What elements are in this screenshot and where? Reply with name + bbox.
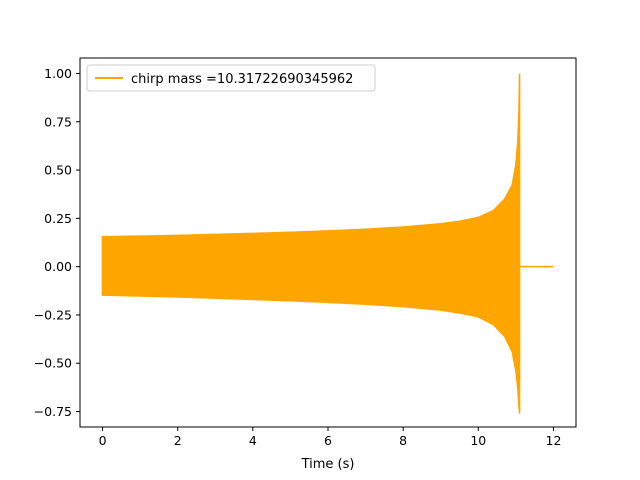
y-tick-label: 0.50 (44, 163, 72, 178)
x-tick-label: 8 (399, 433, 407, 448)
x-tick-label: 0 (99, 433, 107, 448)
y-tick-label: 0.75 (44, 114, 72, 129)
x-tick-label: 4 (249, 433, 257, 448)
x-tick-label: 6 (324, 433, 332, 448)
y-tick-label: −0.75 (34, 404, 72, 419)
x-tick-label: 12 (546, 433, 562, 448)
y-tick-label: 0.25 (44, 211, 72, 226)
plot-content (101, 73, 554, 414)
legend-box (86, 64, 376, 92)
y-tick-label: 1.00 (44, 66, 72, 81)
y-tick-label: −0.25 (34, 307, 72, 322)
x-tick-label: 2 (174, 433, 182, 448)
x-axis-label: Time (s) (301, 457, 355, 472)
y-tick-label: 0.00 (44, 259, 72, 274)
y-tick-label: −0.50 (34, 356, 72, 371)
legend: chirp mass =10.31722690345962 (86, 64, 376, 92)
waveform-envelope (101, 73, 521, 414)
x-tick-label: 10 (470, 433, 486, 448)
y-axis: −0.75 −0.50 −0.25 0.00 0.25 0.50 0.75 1.00 (34, 66, 80, 419)
legend-label: chirp mass =10.31722690345962 (131, 72, 353, 87)
x-axis: 0 2 4 6 8 10 12 (99, 427, 562, 448)
